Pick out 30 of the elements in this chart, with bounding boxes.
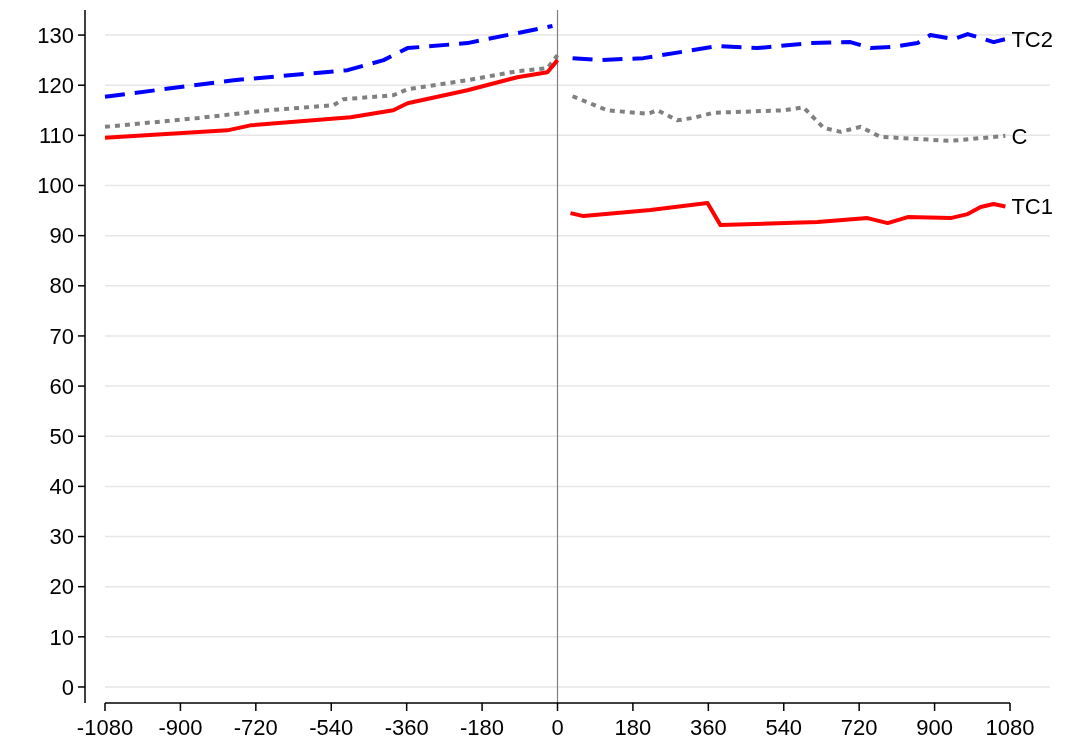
- y-tick-label: 20: [49, 574, 74, 600]
- x-tick-label: -1080: [76, 715, 134, 740]
- x-tick-label: 540: [765, 715, 803, 740]
- y-tick-label: 90: [49, 223, 74, 249]
- y-tick-label: 120: [37, 72, 74, 98]
- y-tick-label: 10: [49, 624, 74, 650]
- y-tick-label: 100: [37, 173, 74, 199]
- series-label: TC2: [1011, 26, 1053, 52]
- y-tick-label: 130: [37, 22, 74, 48]
- x-tick-label: -900: [158, 715, 203, 740]
- x-tick-label: 0: [551, 715, 564, 740]
- x-tick-label: -540: [309, 715, 354, 740]
- y-tick-label: 40: [49, 474, 74, 500]
- x-tick-label: 720: [840, 715, 878, 740]
- x-tick-label: -360: [384, 715, 429, 740]
- y-tick-label: 80: [49, 273, 74, 299]
- x-tick-label: -180: [460, 715, 505, 740]
- y-tick-label: 70: [49, 323, 74, 349]
- x-tick-label: 1080: [985, 715, 1035, 740]
- series-label: TC1: [1011, 194, 1053, 220]
- x-tick-label: 900: [916, 715, 953, 740]
- y-tick-label: 110: [38, 123, 74, 149]
- y-tick-label: 0: [61, 674, 74, 700]
- series-label: C: [1011, 123, 1028, 149]
- x-tick-label: 180: [614, 715, 652, 740]
- y-tick-label: 50: [49, 423, 74, 449]
- x-tick-label: 360: [689, 715, 727, 740]
- y-tick-label: 60: [49, 373, 74, 399]
- y-tick-label: 30: [49, 524, 74, 550]
- x-tick-label: -720: [233, 715, 278, 740]
